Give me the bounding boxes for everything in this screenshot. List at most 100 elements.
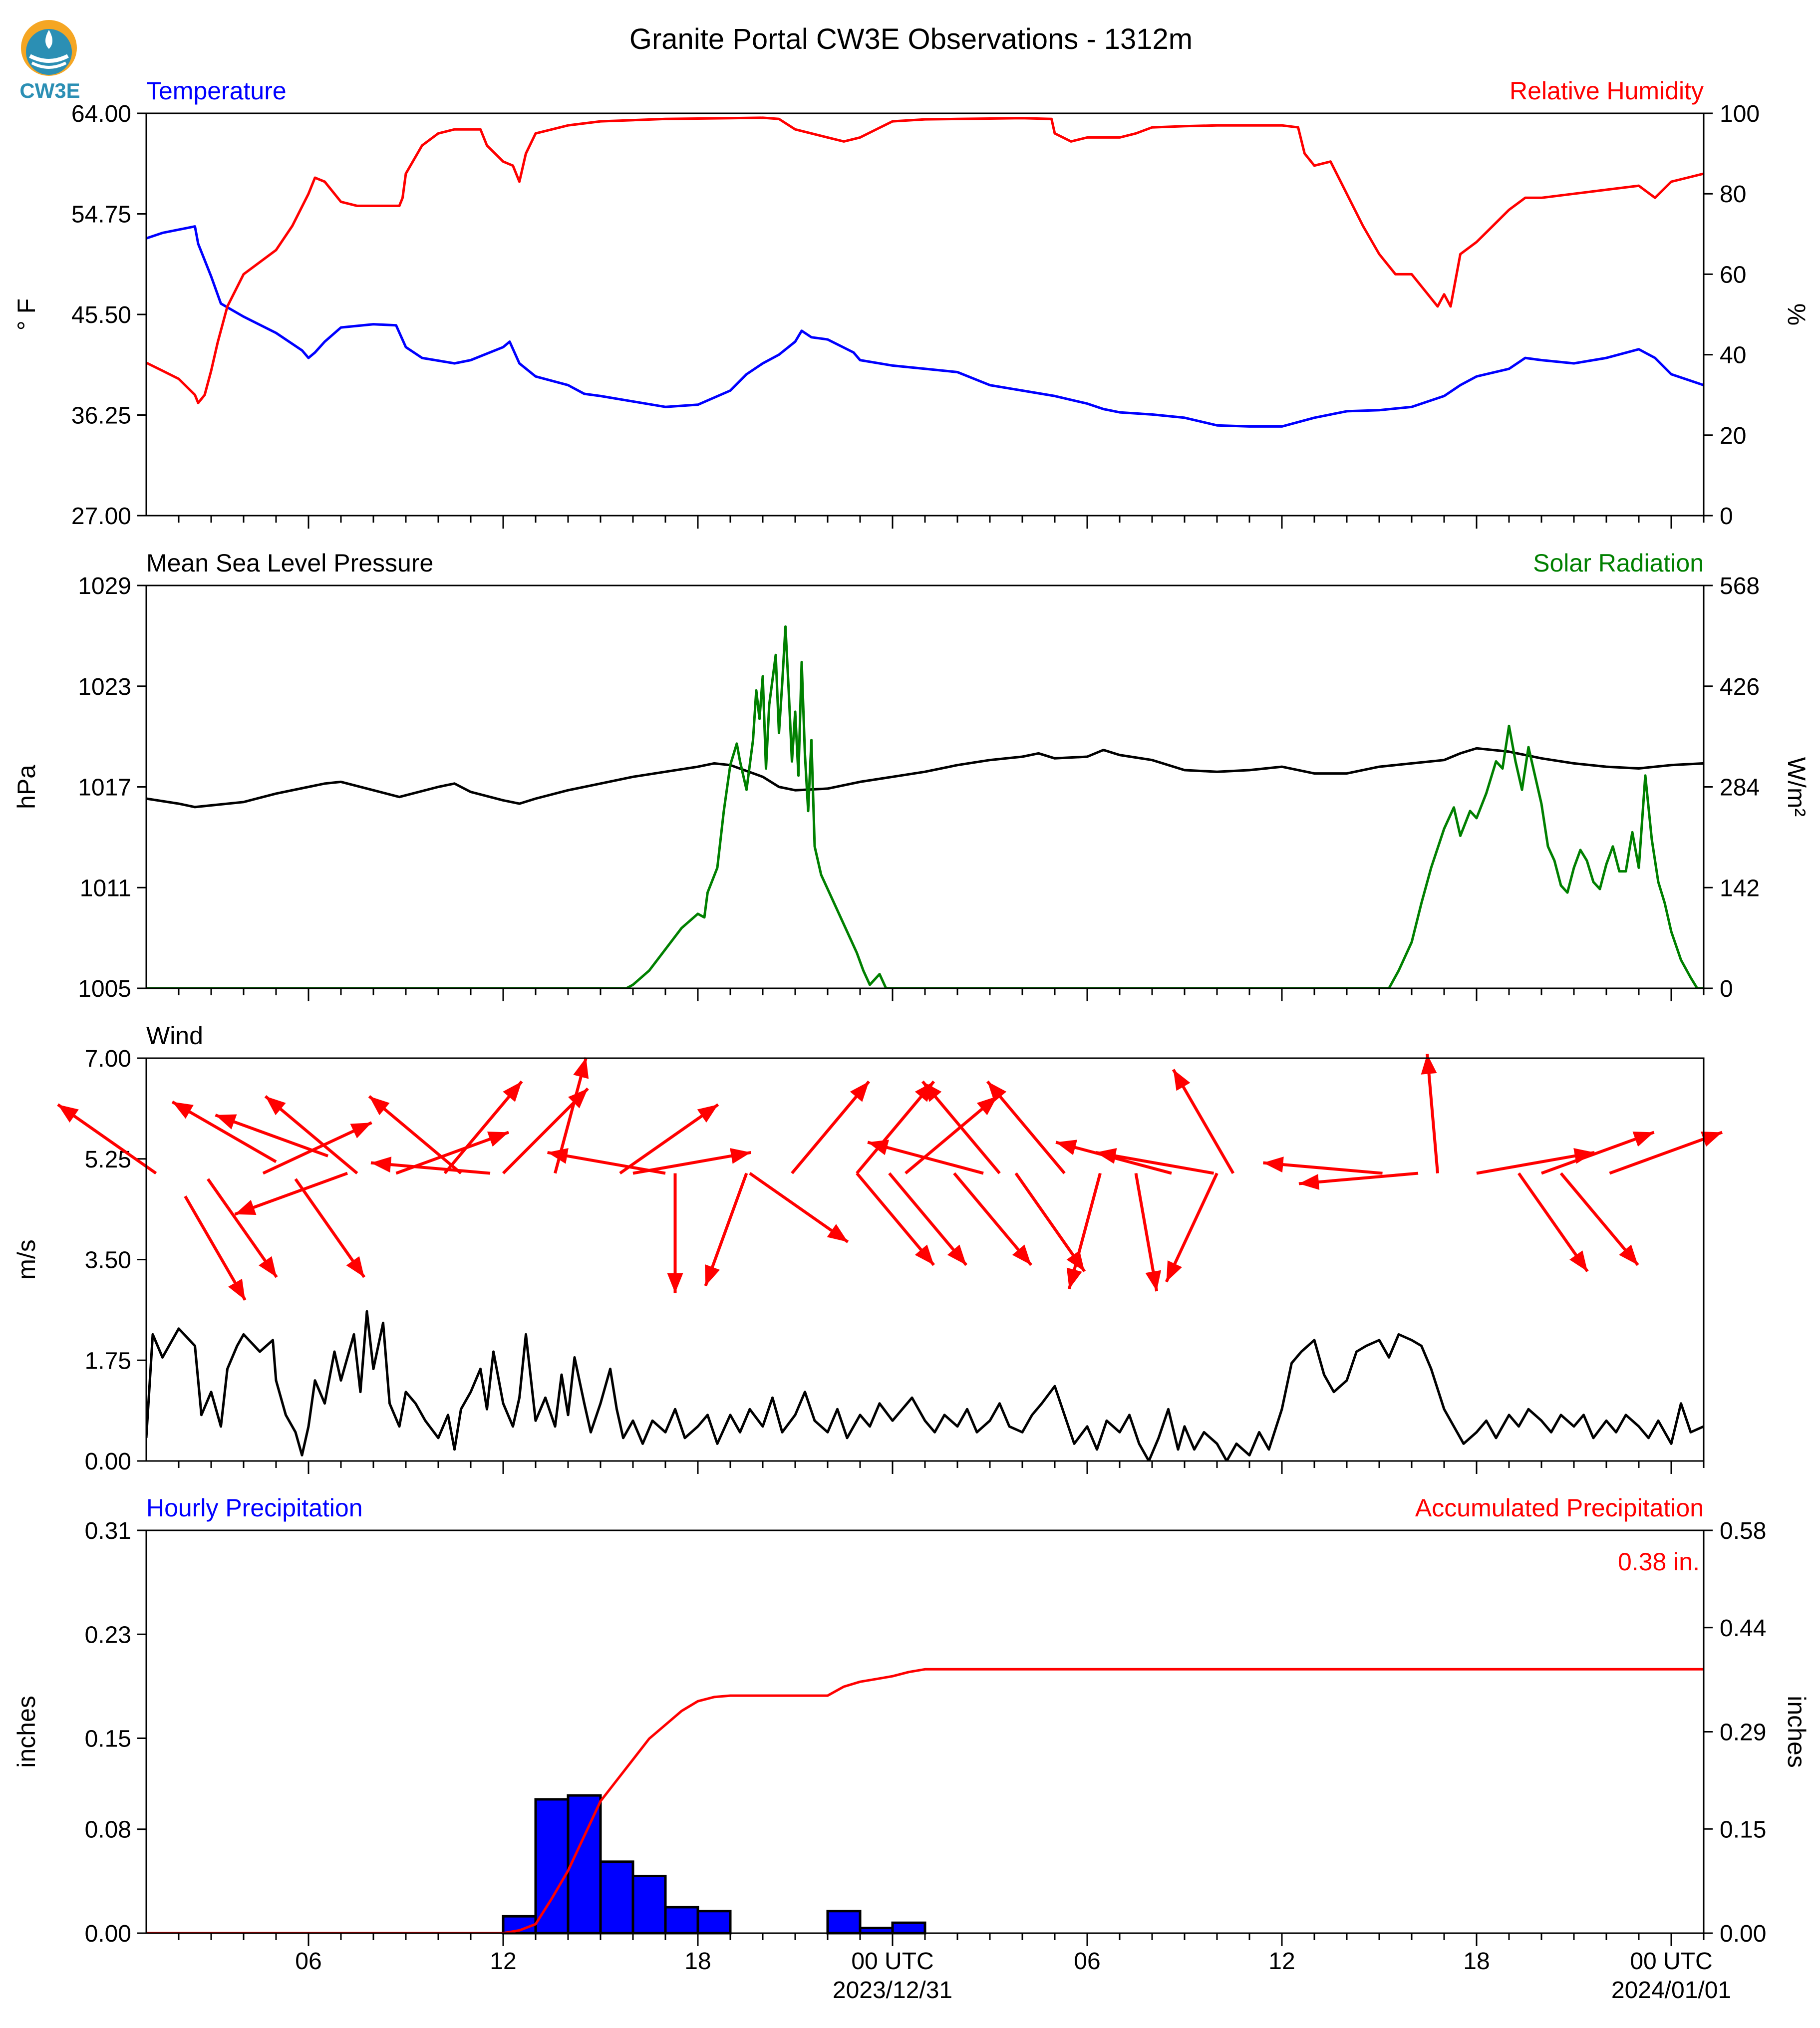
panel-right-title: Relative Humidity	[1510, 77, 1704, 105]
wind-arrow-head	[1421, 1054, 1437, 1075]
precip-bar	[826, 1910, 862, 1935]
x-date-label: 2023/12/31	[833, 1977, 952, 2004]
wind-arrow-head	[235, 1199, 257, 1215]
wind-arrow	[619, 1103, 719, 1175]
y-axis-label: m/s	[12, 1239, 40, 1280]
series-line-solar-radiation	[146, 625, 1704, 988]
wind-arrow-head	[705, 1264, 720, 1286]
y-tick-label: 1011	[80, 875, 131, 901]
series-line-temperature	[146, 225, 1704, 428]
logo-text: CW3E	[19, 79, 80, 102]
y2-tick-label: 0	[1720, 503, 1733, 530]
wind-arrow-head	[1263, 1157, 1284, 1173]
series-group	[146, 1310, 1704, 1461]
precip-bar	[599, 1860, 634, 1935]
series-line-mean-sea-level-pressure	[146, 747, 1704, 809]
series-line-relative-humidity	[146, 116, 1704, 404]
y2-tick-label: 568	[1720, 573, 1760, 599]
series-line-accumulated-precipitation	[146, 1668, 1704, 1933]
y2-tick-label: 426	[1720, 674, 1760, 700]
y2-axis-label: W/m²	[1783, 757, 1811, 817]
x-tick-label: 18	[1463, 1948, 1490, 1975]
precip-bar	[891, 1921, 926, 1935]
wind-arrow	[234, 1171, 348, 1216]
x-tick-label: 00 UTC	[1630, 1948, 1712, 1975]
y-tick-label: 1029	[78, 573, 131, 599]
y-tick-label: 0.00	[85, 1921, 131, 1947]
wind-arrow	[215, 1114, 329, 1158]
precip-bar	[567, 1794, 602, 1935]
wind-arrow	[888, 1172, 968, 1266]
cw3e-logo-icon	[21, 20, 77, 76]
wind-arrow	[921, 1080, 1001, 1174]
wind-arrow-head	[922, 1081, 942, 1102]
wind-direction-arrows	[57, 1054, 1723, 1301]
wind-arrow-head	[1066, 1267, 1082, 1289]
wind-arrow	[953, 1172, 1033, 1266]
panel-right-title: Accumulated Precipitation	[1415, 1494, 1704, 1522]
wind-arrow-head	[987, 1081, 1007, 1102]
wind-arrow-head	[1619, 1244, 1638, 1265]
wind-arrow-head	[1632, 1132, 1654, 1147]
plot-frame	[145, 584, 1705, 989]
y-axis-label: inches	[12, 1696, 40, 1768]
wind-arrow	[986, 1080, 1066, 1174]
series-line-wind	[146, 1310, 1704, 1461]
wind-arrow-head	[1701, 1132, 1722, 1147]
y2-tick-label: 0.00	[1720, 1921, 1766, 1947]
panel-precipitation: Hourly Precipitation Accumulated Precipit…	[12, 1494, 1811, 1947]
wind-arrow-head	[503, 1081, 522, 1102]
y-tick-label: 3.50	[85, 1247, 131, 1274]
wind-arrow	[262, 1121, 372, 1175]
wind-arrow	[1134, 1173, 1159, 1292]
y-tick-label: 0.31	[85, 1518, 131, 1544]
wind-arrow-head	[172, 1102, 194, 1119]
wind-arrow-head	[1173, 1069, 1191, 1091]
wind-arrow-head	[57, 1104, 79, 1123]
wind-arrow-head	[1298, 1174, 1320, 1190]
panel-left-title: Wind	[146, 1022, 203, 1050]
wind-arrow	[1559, 1172, 1639, 1266]
y-tick-label: 1023	[78, 674, 131, 700]
wind-arrow-head	[350, 1123, 372, 1139]
series-group	[146, 116, 1704, 428]
panel-left-title: Temperature	[146, 77, 287, 105]
wind-arrow-head	[1145, 1270, 1161, 1291]
plot-frame	[145, 112, 1705, 517]
wind-arrow-head	[568, 1088, 588, 1109]
wind-arrow-head	[573, 1057, 589, 1079]
panel-right-title: Solar Radiation	[1533, 549, 1704, 577]
y2-tick-label: 0.15	[1720, 1816, 1766, 1843]
y-tick-label: 0.15	[85, 1726, 131, 1752]
wind-arrow-head	[346, 1256, 364, 1277]
wind-arrow	[184, 1195, 247, 1301]
y2-axis-label: %	[1783, 303, 1811, 325]
y2-tick-label: 100	[1720, 101, 1760, 127]
y-tick-label: 36.25	[71, 403, 131, 429]
wind-arrow	[791, 1080, 871, 1174]
y-tick-label: 27.00	[71, 503, 131, 530]
y-tick-label: 7.00	[85, 1046, 131, 1072]
wind-arrow-head	[914, 1244, 934, 1265]
wind-arrow	[856, 1172, 935, 1266]
wind-arrow-head	[850, 1081, 869, 1102]
y-axis-label: ° F	[12, 298, 40, 330]
wind-arrow-head	[947, 1244, 966, 1265]
wind-arrow-head	[370, 1157, 392, 1173]
y2-tick-label: 0	[1720, 976, 1733, 1002]
series-group	[146, 1668, 1704, 1933]
y-tick-label: 0.08	[85, 1817, 131, 1843]
wind-arrow	[294, 1178, 366, 1278]
precip-bar	[696, 1910, 732, 1935]
y2-tick-label: 20	[1720, 423, 1746, 449]
x-tick-label: 12	[490, 1948, 516, 1975]
wind-arrow-head	[1056, 1140, 1077, 1156]
accumulated-total-label: 0.38 in.	[1618, 1548, 1700, 1576]
x-date-label: 2024/01/01	[1611, 1977, 1731, 2004]
precip-bar	[534, 1798, 570, 1935]
panel-left-title: Mean Sea Level Pressure	[146, 549, 433, 577]
y2-tick-label: 284	[1720, 775, 1760, 801]
chart-title: Granite Portal CW3E Observations - 1312m	[629, 23, 1193, 55]
